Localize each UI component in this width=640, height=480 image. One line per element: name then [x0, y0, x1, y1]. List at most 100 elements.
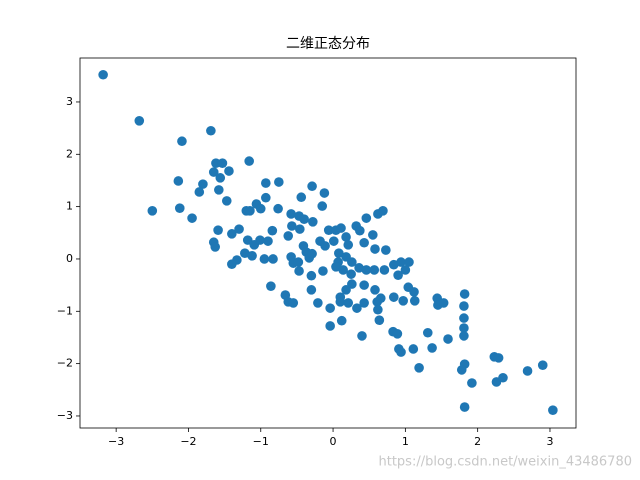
x-tick-label: 1 — [402, 435, 409, 448]
point — [392, 328, 403, 339]
chart-title: 二维正态分布 — [286, 36, 370, 52]
point — [244, 156, 254, 166]
point — [373, 304, 383, 315]
point — [357, 331, 367, 341]
point — [214, 185, 224, 195]
point — [98, 69, 108, 80]
point — [240, 248, 250, 259]
point — [210, 242, 221, 252]
point — [319, 188, 330, 198]
point — [318, 266, 328, 276]
point — [328, 236, 339, 246]
point — [306, 270, 317, 281]
point — [346, 269, 356, 279]
y-tick-label: 0 — [66, 252, 73, 265]
point — [352, 303, 362, 313]
point — [359, 298, 369, 308]
point — [227, 259, 237, 269]
point — [459, 313, 469, 323]
point — [408, 344, 419, 354]
point — [227, 229, 237, 239]
point — [255, 235, 265, 245]
point — [317, 201, 328, 211]
point — [294, 266, 304, 276]
point — [313, 298, 323, 308]
point — [295, 224, 305, 234]
point — [208, 167, 219, 177]
point — [268, 254, 278, 264]
point — [273, 203, 283, 214]
axes-frame — [79, 57, 577, 429]
x-tick-label: 3 — [546, 435, 553, 448]
point — [459, 301, 469, 311]
point — [320, 241, 330, 251]
point — [414, 363, 424, 373]
watermark: https://blog.csdn.net/weixin_43486780 — [378, 455, 632, 470]
y-tick-label: 1 — [66, 200, 73, 213]
point — [274, 177, 284, 187]
point — [266, 281, 276, 291]
point — [361, 213, 372, 223]
point — [343, 240, 354, 250]
point — [247, 251, 257, 261]
point — [307, 248, 317, 259]
point — [379, 265, 390, 275]
point — [147, 206, 158, 216]
point — [396, 257, 406, 267]
point — [338, 265, 348, 275]
point — [459, 289, 470, 299]
point — [288, 298, 299, 308]
point — [422, 327, 433, 338]
point — [206, 125, 216, 136]
points — [98, 69, 558, 416]
x-tick-label: −2 — [180, 435, 196, 448]
point — [306, 285, 317, 295]
point — [234, 224, 244, 234]
point — [438, 298, 449, 308]
point — [298, 241, 309, 251]
point — [404, 257, 414, 267]
point — [323, 225, 334, 235]
point — [336, 315, 347, 326]
point — [283, 231, 294, 241]
point — [293, 257, 304, 267]
point — [261, 192, 271, 203]
point — [370, 244, 380, 254]
point — [393, 270, 403, 280]
point — [217, 158, 228, 168]
point — [187, 213, 197, 223]
point — [368, 230, 378, 240]
point — [388, 292, 399, 302]
point — [498, 372, 508, 383]
point — [378, 206, 388, 216]
x-tick-label: 2 — [474, 435, 481, 448]
point — [296, 192, 307, 203]
point — [307, 181, 317, 192]
point — [335, 297, 346, 307]
point — [134, 116, 145, 126]
point — [398, 296, 408, 306]
x-tick-label: 0 — [330, 435, 337, 448]
point — [267, 225, 278, 236]
point — [456, 365, 467, 375]
point — [369, 265, 380, 275]
point — [341, 232, 351, 242]
point — [443, 334, 453, 344]
point — [409, 287, 419, 297]
point — [359, 237, 369, 248]
point — [374, 315, 385, 325]
point — [459, 331, 469, 341]
y-tick-label: −3 — [57, 409, 73, 422]
point — [334, 248, 344, 259]
point — [261, 178, 271, 188]
point — [194, 187, 205, 197]
point — [213, 225, 223, 235]
y-tick-label: −2 — [57, 357, 73, 370]
y-tick-label: −1 — [57, 304, 73, 317]
point — [459, 323, 469, 333]
x-tick-label: −3 — [108, 435, 124, 448]
point — [493, 353, 504, 363]
point — [287, 221, 297, 231]
point — [347, 257, 357, 267]
